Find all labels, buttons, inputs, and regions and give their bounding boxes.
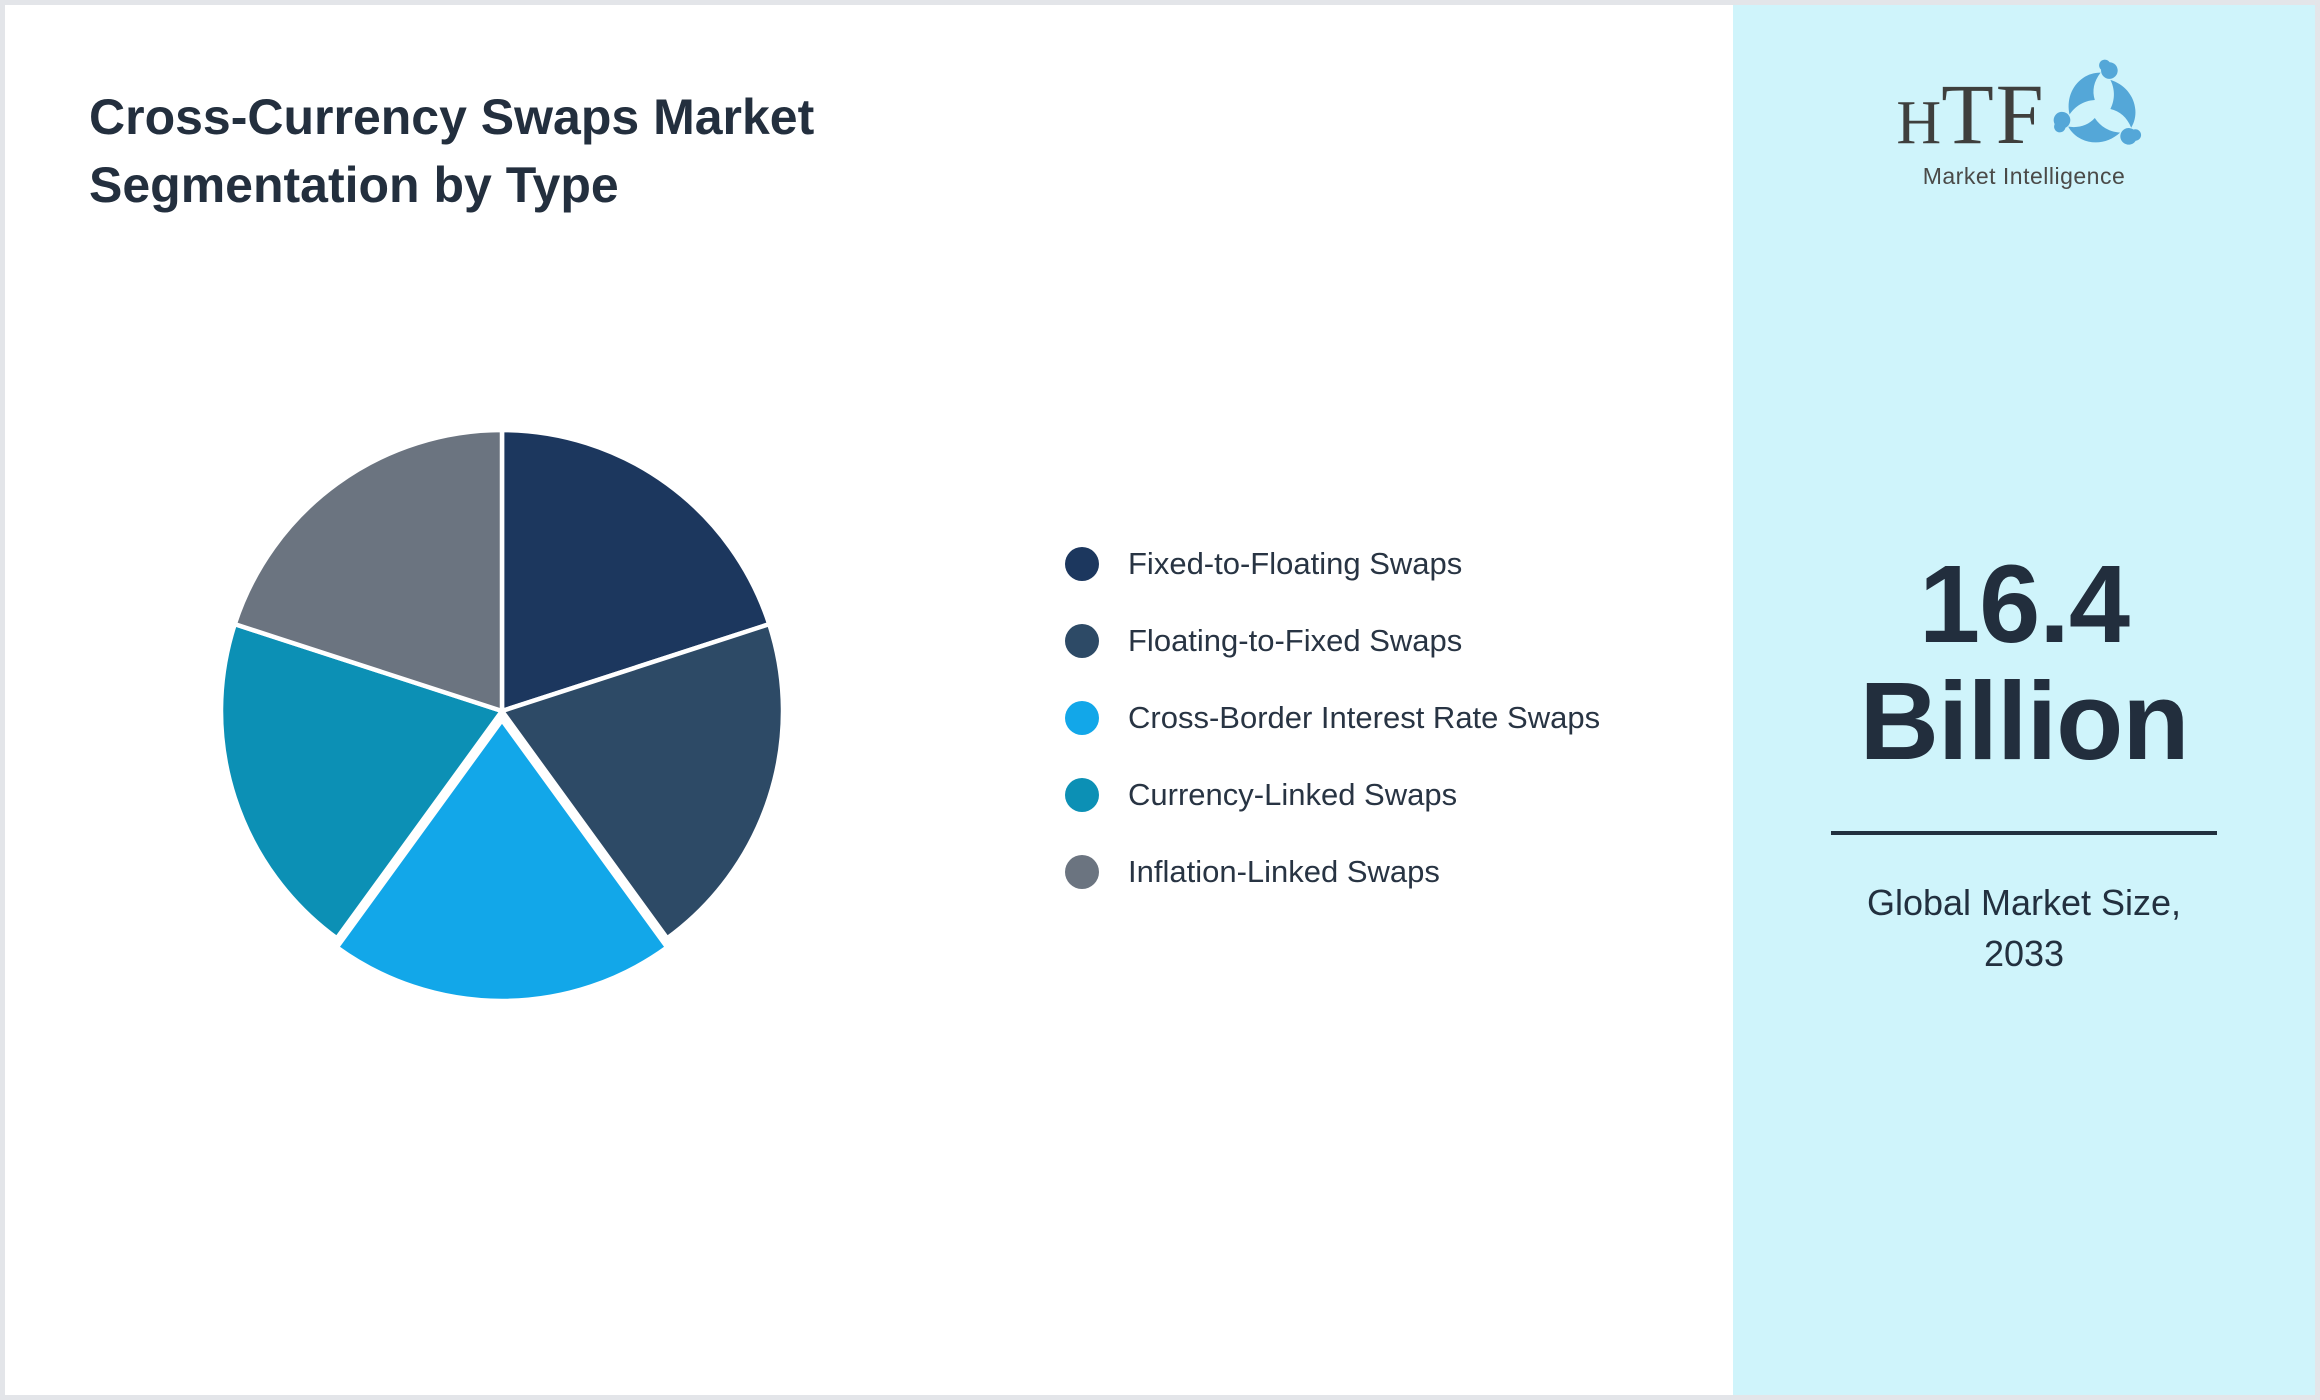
legend-item: Floating-to-Fixed Swaps bbox=[1065, 623, 1600, 658]
pie-slice bbox=[232, 427, 505, 714]
brand-swirl-icon bbox=[2047, 57, 2141, 161]
legend-label: Currency-Linked Swaps bbox=[1128, 777, 1458, 812]
legend-swatch bbox=[1065, 547, 1099, 581]
legend-label: Cross-Border Interest Rate Swaps bbox=[1128, 700, 1601, 735]
pie-slice bbox=[218, 621, 505, 941]
legend-item: Inflation-Linked Swaps bbox=[1065, 854, 1600, 889]
legend-item: Cross-Border Interest Rate Swaps bbox=[1065, 700, 1601, 735]
brand-name: H TF bbox=[1896, 71, 2045, 157]
legend-label: Floating-to-Fixed Swaps bbox=[1128, 623, 1463, 658]
pie-slice bbox=[334, 717, 670, 1004]
pie-slice bbox=[499, 621, 786, 941]
market-size-value: 16.4 Billion bbox=[1733, 543, 2315, 783]
caption-line-1: Global Market Size, bbox=[1866, 882, 2182, 923]
divider-line bbox=[1831, 831, 2217, 835]
legend-swatch bbox=[1065, 855, 1099, 889]
market-size-unit: Billion bbox=[1859, 659, 2189, 783]
market-size-number: 16.4 bbox=[1918, 543, 2130, 666]
chart-legend: Fixed-to-Floating Swaps Floating-to-Fixe… bbox=[1065, 546, 1601, 889]
legend-item: Fixed-to-Floating Swaps bbox=[1065, 546, 1600, 581]
brand-letters-tf: TF bbox=[1941, 66, 2046, 162]
market-size-caption: Global Market Size, 2033 bbox=[1733, 877, 2315, 979]
brand-tagline: Market Intelligence bbox=[1922, 163, 2126, 189]
brand-logo: H TF Market Intelligence bbox=[1733, 57, 2315, 190]
caption-line-2: 2033 bbox=[1983, 933, 2065, 975]
pie-slice bbox=[499, 427, 772, 714]
legend-swatch bbox=[1065, 701, 1099, 735]
legend-swatch bbox=[1065, 624, 1099, 658]
page-title: Cross-Currency Swaps Market Segmentation… bbox=[89, 88, 815, 213]
legend-swatch bbox=[1065, 778, 1099, 812]
brand-letter-h: H bbox=[1896, 89, 1942, 157]
legend-item: Currency-Linked Swaps bbox=[1065, 777, 1600, 812]
legend-label: Inflation-Linked Swaps bbox=[1128, 854, 1440, 889]
legend-label: Fixed-to-Floating Swaps bbox=[1128, 546, 1463, 581]
pie-chart-svg bbox=[218, 427, 786, 1004]
sidebar-panel: H TF Market Intelligence 16.4 Billion bbox=[1733, 5, 2315, 1395]
pie-chart bbox=[202, 411, 802, 1011]
